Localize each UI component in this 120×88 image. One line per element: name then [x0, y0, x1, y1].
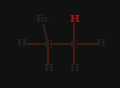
Text: H: H — [96, 40, 106, 48]
Text: H: H — [69, 15, 79, 24]
Text: H: H — [17, 40, 27, 48]
Text: C: C — [70, 39, 79, 49]
Text: H: H — [43, 64, 53, 73]
Text: Br: Br — [35, 15, 50, 24]
Text: H: H — [69, 64, 79, 73]
Text: C: C — [44, 39, 52, 49]
